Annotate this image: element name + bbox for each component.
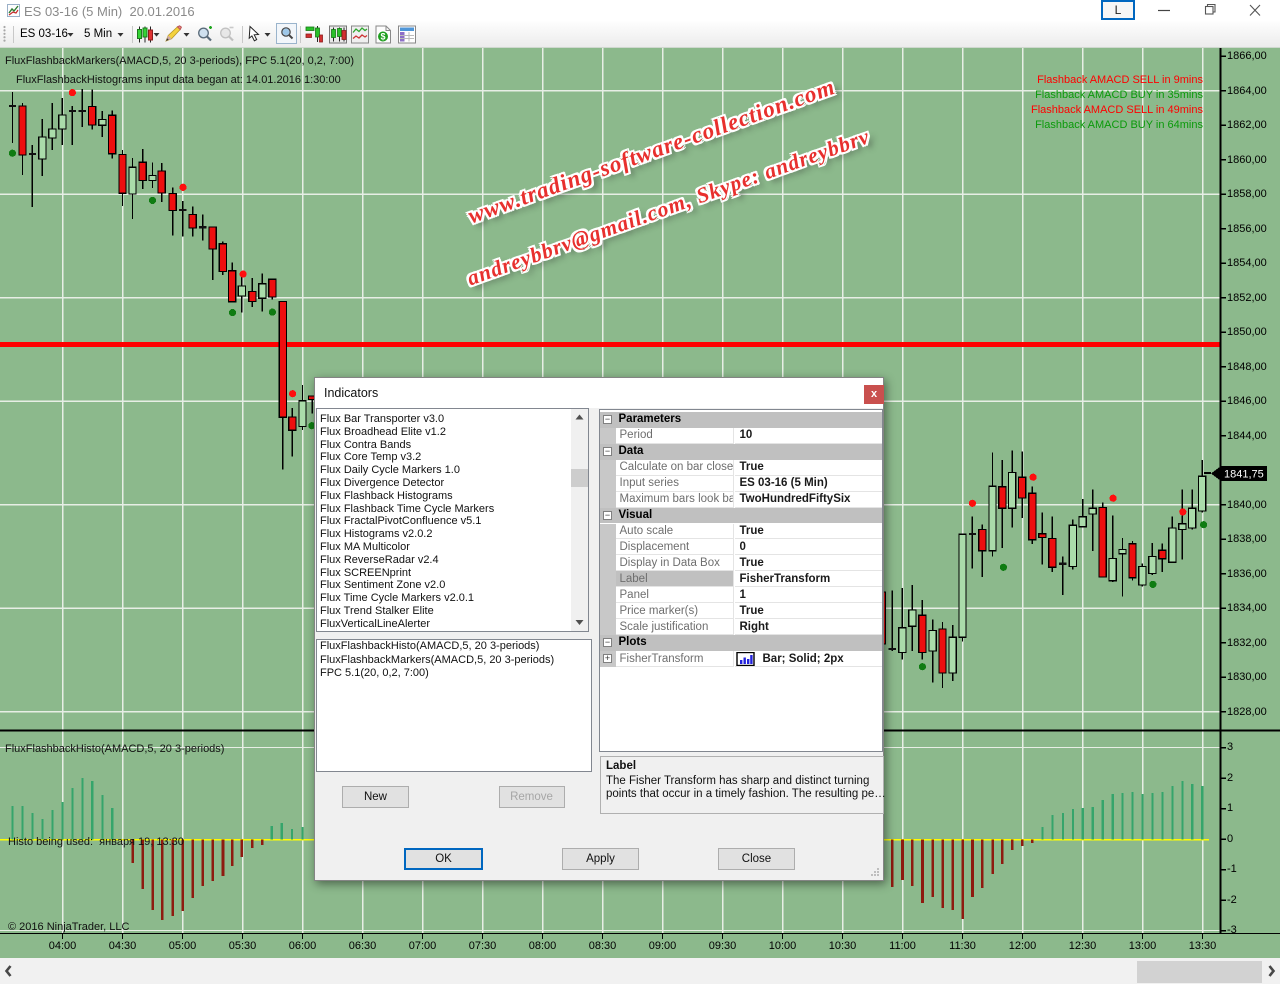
svg-text:$: $ bbox=[380, 32, 385, 42]
svg-text:1841,75: 1841,75 bbox=[1224, 469, 1264, 481]
